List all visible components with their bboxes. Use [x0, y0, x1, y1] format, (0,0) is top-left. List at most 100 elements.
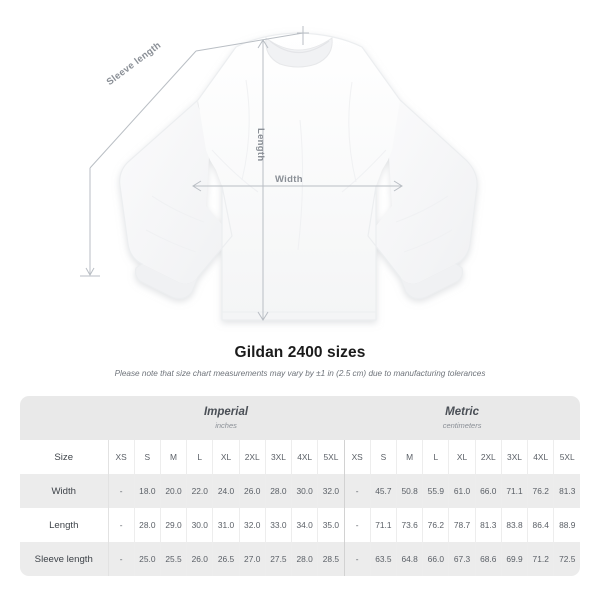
size-header-m-imperial: M [160, 440, 188, 474]
width-arrow-head-left [192, 180, 202, 192]
cell-value: 67.3 [448, 542, 476, 576]
size-header-4xl-imperial: 4XL [291, 440, 319, 474]
tshirt-diagram-svg [80, 26, 478, 321]
size-header-l-imperial: L [186, 440, 214, 474]
cell-value: 28.5 [317, 542, 345, 576]
cell-value: 33.0 [265, 508, 293, 542]
group-header-imperial-units: inches [215, 420, 237, 430]
cell-value: 26.0 [239, 474, 266, 508]
cell-value: 50.8 [396, 474, 424, 508]
cell-value: 32.0 [239, 508, 266, 542]
cell-value: 88.9 [553, 508, 580, 542]
cell-value: 66.0 [475, 474, 502, 508]
cell-value: 45.7 [370, 474, 398, 508]
group-header-imperial-title: Imperial [203, 405, 249, 418]
cell-value: - [108, 474, 135, 508]
size-chart-table-container: Imperial inches Metric centimeters Size … [20, 396, 580, 576]
right-cuff-shape [400, 264, 463, 299]
table-row: Width -18.0 20.0 22.0 24.0 26.0 28.0 30.0 32.0-4… [20, 474, 580, 508]
title-block: Gildan 2400 sizes Please note that size … [0, 344, 600, 378]
table-head: Imperial inches Metric centimeters Size … [20, 396, 580, 474]
collar-inner-line [269, 40, 330, 53]
cell-value: 28.0 [134, 508, 161, 542]
table-body: Width -18.0 20.0 22.0 24.0 26.0 28.0 30.0 32.0-4… [20, 474, 580, 576]
tshirt-shape [119, 32, 478, 321]
cell-value: 66.0 [422, 542, 450, 576]
garment-outline [119, 32, 478, 321]
sleeve-length-guide-line [89, 50, 197, 169]
group-header-metric-units: centimeters [442, 420, 482, 430]
cell-value: 25.0 [134, 542, 161, 576]
cell-value: 76.2 [527, 474, 555, 508]
cell-value: 30.0 [186, 508, 214, 542]
cell-value: 69.9 [501, 542, 529, 576]
cell-value: - [108, 508, 135, 542]
cell-value: 81.3 [553, 474, 580, 508]
size-chart-table: Imperial inches Metric centimeters Size … [20, 396, 580, 576]
cell-value: - [108, 542, 135, 576]
size-header-5xl-imperial: 5XL [317, 440, 345, 474]
shoulder-tick-mark [297, 26, 309, 45]
row-label-length: Length [20, 508, 109, 542]
width-arrow-head-right [393, 180, 403, 192]
size-header-2xl-imperial: 2XL [239, 440, 266, 474]
page-title: Gildan 2400 sizes [234, 344, 366, 361]
cell-value: 64.8 [396, 542, 424, 576]
size-header-xl-metric: XL [448, 440, 476, 474]
size-header-l-metric: L [422, 440, 450, 474]
cell-value: 78.7 [448, 508, 476, 542]
size-header-xs-imperial: XS [108, 440, 135, 474]
cell-value: 71.2 [527, 542, 555, 576]
size-header-s-metric: S [370, 440, 398, 474]
cell-value: - [344, 508, 371, 542]
cell-value: 61.0 [448, 474, 476, 508]
cell-value: 32.0 [317, 474, 345, 508]
cell-value: 68.6 [475, 542, 502, 576]
left-cuff-shape [135, 264, 198, 299]
page-subtitle: Please note that size chart measurements… [114, 369, 486, 378]
cell-value: 55.9 [422, 474, 450, 508]
cell-value: 27.5 [265, 542, 293, 576]
garment-illustration-panel: Sleeve length Length Width [80, 26, 478, 321]
size-header-2xl-metric: 2XL [475, 440, 502, 474]
size-header-5xl-metric: 5XL [553, 440, 580, 474]
cell-value: 25.5 [160, 542, 188, 576]
size-header-xs-metric: XS [344, 440, 371, 474]
size-header-4xl-metric: 4XL [527, 440, 555, 474]
cell-value: 18.0 [134, 474, 161, 508]
cell-value: - [344, 474, 371, 508]
cell-value: 71.1 [501, 474, 529, 508]
group-header-row: Imperial inches Metric centimeters [20, 396, 580, 440]
row-label-width: Width [20, 474, 109, 508]
size-header-s-imperial: S [134, 440, 161, 474]
cell-value: 76.2 [422, 508, 450, 542]
cell-value: 30.0 [291, 474, 319, 508]
measurement-guides [80, 26, 403, 321]
length-arrow-head-top [257, 39, 269, 49]
cell-value: 35.0 [317, 508, 345, 542]
cell-value: 26.5 [212, 542, 240, 576]
left-sleeve-shape [119, 100, 232, 284]
length-arrow-head-bottom [257, 311, 269, 321]
cell-value: 31.0 [212, 508, 240, 542]
group-header-metric-title: Metric [445, 405, 480, 418]
cell-value: 86.4 [527, 508, 555, 542]
cell-value: 73.6 [396, 508, 424, 542]
row-label-sleeve-length: Sleeve length [20, 542, 109, 576]
table-row: Sleeve length -25.0 25.5 26.0 26.5 27.0 27.5 28… [20, 542, 580, 576]
size-header-xl-imperial: XL [212, 440, 240, 474]
cell-value: 28.0 [291, 542, 319, 576]
cell-value: 22.0 [186, 474, 214, 508]
size-header-3xl-metric: 3XL [501, 440, 529, 474]
cell-value: 26.0 [186, 542, 214, 576]
sleeve-arrow-head [85, 267, 95, 277]
width-dimension-label: Width [275, 174, 303, 185]
cell-value: 83.8 [501, 508, 529, 542]
size-header-3xl-imperial: 3XL [265, 440, 293, 474]
size-header-row: Size XS S M L XL 2XL 3XL 4XL 5XL XS S M L XL 2XL 3XL 4XL… [20, 440, 580, 474]
group-header-spacer [20, 396, 108, 440]
cell-value: 71.1 [370, 508, 398, 542]
group-header-metric: Metric centimeters [344, 396, 580, 440]
cell-value: 20.0 [160, 474, 188, 508]
group-header-imperial: Imperial inches [108, 396, 345, 440]
